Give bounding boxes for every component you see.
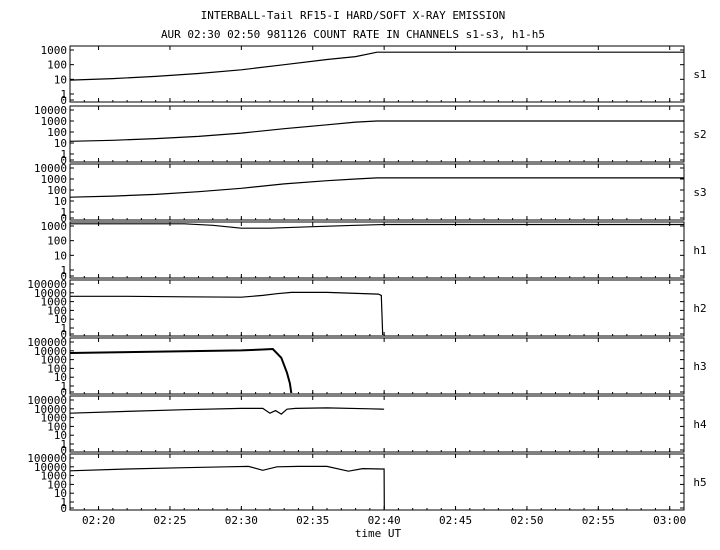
channel-panels: 10001001010s11000010001001010s2100001000…	[27, 44, 707, 515]
xtick-label: 02:45	[439, 514, 472, 527]
chart-subtitle: AUR 02:30 02:50 981126 COUNT RATE IN CHA…	[161, 28, 545, 41]
ytick-label-h4: 10000	[34, 403, 67, 416]
series-line-s2	[69, 120, 684, 142]
ytick-label-s2: 10000	[34, 104, 67, 117]
ytick-label-h4: 1000	[41, 412, 68, 425]
panel-frame-h4	[69, 395, 685, 453]
panel-frame-s1	[69, 45, 685, 103]
panel-frame-s2	[69, 105, 685, 163]
time-axis: 02:20 02:25 02:30 02:35 02:40 02:45 02:50 02:55…	[69, 46, 686, 527]
panel-label-h4: h4	[693, 418, 707, 431]
panel-label-s1: s1	[693, 68, 706, 81]
ytick-label-s1: 100	[47, 59, 67, 72]
ytick-label-h3: 1000	[41, 354, 68, 367]
panel-frame-s3	[69, 163, 685, 221]
ytick-label-s2: 1	[60, 148, 67, 161]
ytick-label-h5: 1000	[41, 470, 68, 483]
x-axis-label: time UT	[355, 527, 402, 540]
ytick-label-h4: 100	[47, 420, 67, 433]
ytick-label-h3: 10	[54, 371, 67, 384]
xtick-label: 03:00	[653, 514, 686, 527]
series-line-h4	[69, 407, 385, 415]
xtick-label: 02:20	[82, 514, 115, 527]
xtick-label: 02:25	[153, 514, 186, 527]
ytick-label-s3: 1	[60, 206, 67, 219]
ytick-label-s3: 10000	[34, 162, 67, 175]
ytick-label-h5: 100	[47, 478, 67, 491]
ytick-label-h3: 10000	[34, 345, 67, 358]
ytick-label-s1: 1	[60, 88, 67, 101]
panel-label-h2: h2	[693, 302, 706, 315]
series-line-h3	[69, 347, 293, 394]
ytick-label-s3: 10	[54, 195, 67, 208]
panel-frame-h1	[69, 221, 685, 279]
ytick-label-h3: 100	[47, 362, 67, 375]
panel-label-h3: h3	[693, 360, 706, 373]
ytick-label-h3: 0	[60, 386, 67, 399]
ytick-label-h4: 100000	[27, 394, 67, 407]
ytick-label-h2: 100	[47, 304, 67, 317]
ytick-label-s3: 1000	[41, 173, 68, 186]
panel-label-h5: h5	[693, 476, 706, 489]
ytick-label-h1: 1000	[41, 220, 68, 233]
ytick-label-h5: 10000	[34, 461, 67, 474]
series-line-h1	[70, 223, 684, 229]
ytick-label-h1: 100	[47, 235, 67, 248]
panel-label-s3: s3	[693, 186, 706, 199]
ytick-label-s2: 0	[60, 154, 67, 167]
ytick-label-s1: 0	[60, 94, 67, 107]
ytick-label-s2: 100	[47, 126, 67, 139]
ytick-label-s2: 1000	[41, 115, 68, 128]
series-line-s3	[69, 177, 684, 198]
ytick-label-h4: 0	[60, 444, 67, 457]
ytick-label-s3: 0	[60, 212, 67, 225]
ytick-label-h2: 10000	[34, 287, 67, 300]
ytick-label-h2: 1000	[41, 296, 68, 309]
ytick-label-h4: 1	[60, 438, 67, 451]
ytick-label-h2: 1	[60, 322, 67, 335]
ytick-label-h1: 10	[54, 249, 67, 262]
ytick-label-h3: 100000	[27, 336, 67, 349]
panel-frame-h5	[69, 453, 685, 511]
xtick-label: 02:40	[368, 514, 401, 527]
ytick-label-s3: 100	[47, 184, 67, 197]
xtick-label: 02:55	[582, 514, 615, 527]
ytick-label-h3: 1	[60, 380, 67, 393]
panel-frame-h2	[69, 279, 685, 337]
series-line-h5	[69, 465, 385, 510]
ytick-label-s1: 10	[54, 73, 67, 86]
ytick-label-s2: 10	[54, 137, 67, 150]
panel-label-s2: s2	[693, 128, 706, 141]
ytick-label-h5: 1	[60, 496, 67, 509]
ytick-label-s1: 1000	[41, 44, 68, 57]
panel-frame-h3	[69, 337, 685, 395]
ytick-label-h5: 100000	[27, 452, 67, 465]
ytick-label-h2: 100000	[27, 278, 67, 291]
xtick-label: 02:50	[510, 514, 543, 527]
series-line-s1	[69, 51, 684, 81]
ytick-label-h1: 0	[60, 270, 67, 283]
ytick-label-h1: 1	[60, 264, 67, 277]
ytick-label-h5: 0	[60, 502, 67, 515]
ytick-label-h2: 10	[54, 313, 67, 326]
panel-label-h1: h1	[693, 244, 706, 257]
chart-title: INTERBALL-Tail RF15-I HARD/SOFT X-RAY EM…	[201, 9, 506, 22]
ytick-label-h4: 10	[54, 429, 67, 442]
xtick-label: 02:35	[296, 514, 329, 527]
ytick-label-h2: 0	[60, 328, 67, 341]
xtick-label: 02:30	[225, 514, 258, 527]
ytick-label-h5: 10	[54, 487, 67, 500]
series-line-h2	[70, 291, 384, 336]
